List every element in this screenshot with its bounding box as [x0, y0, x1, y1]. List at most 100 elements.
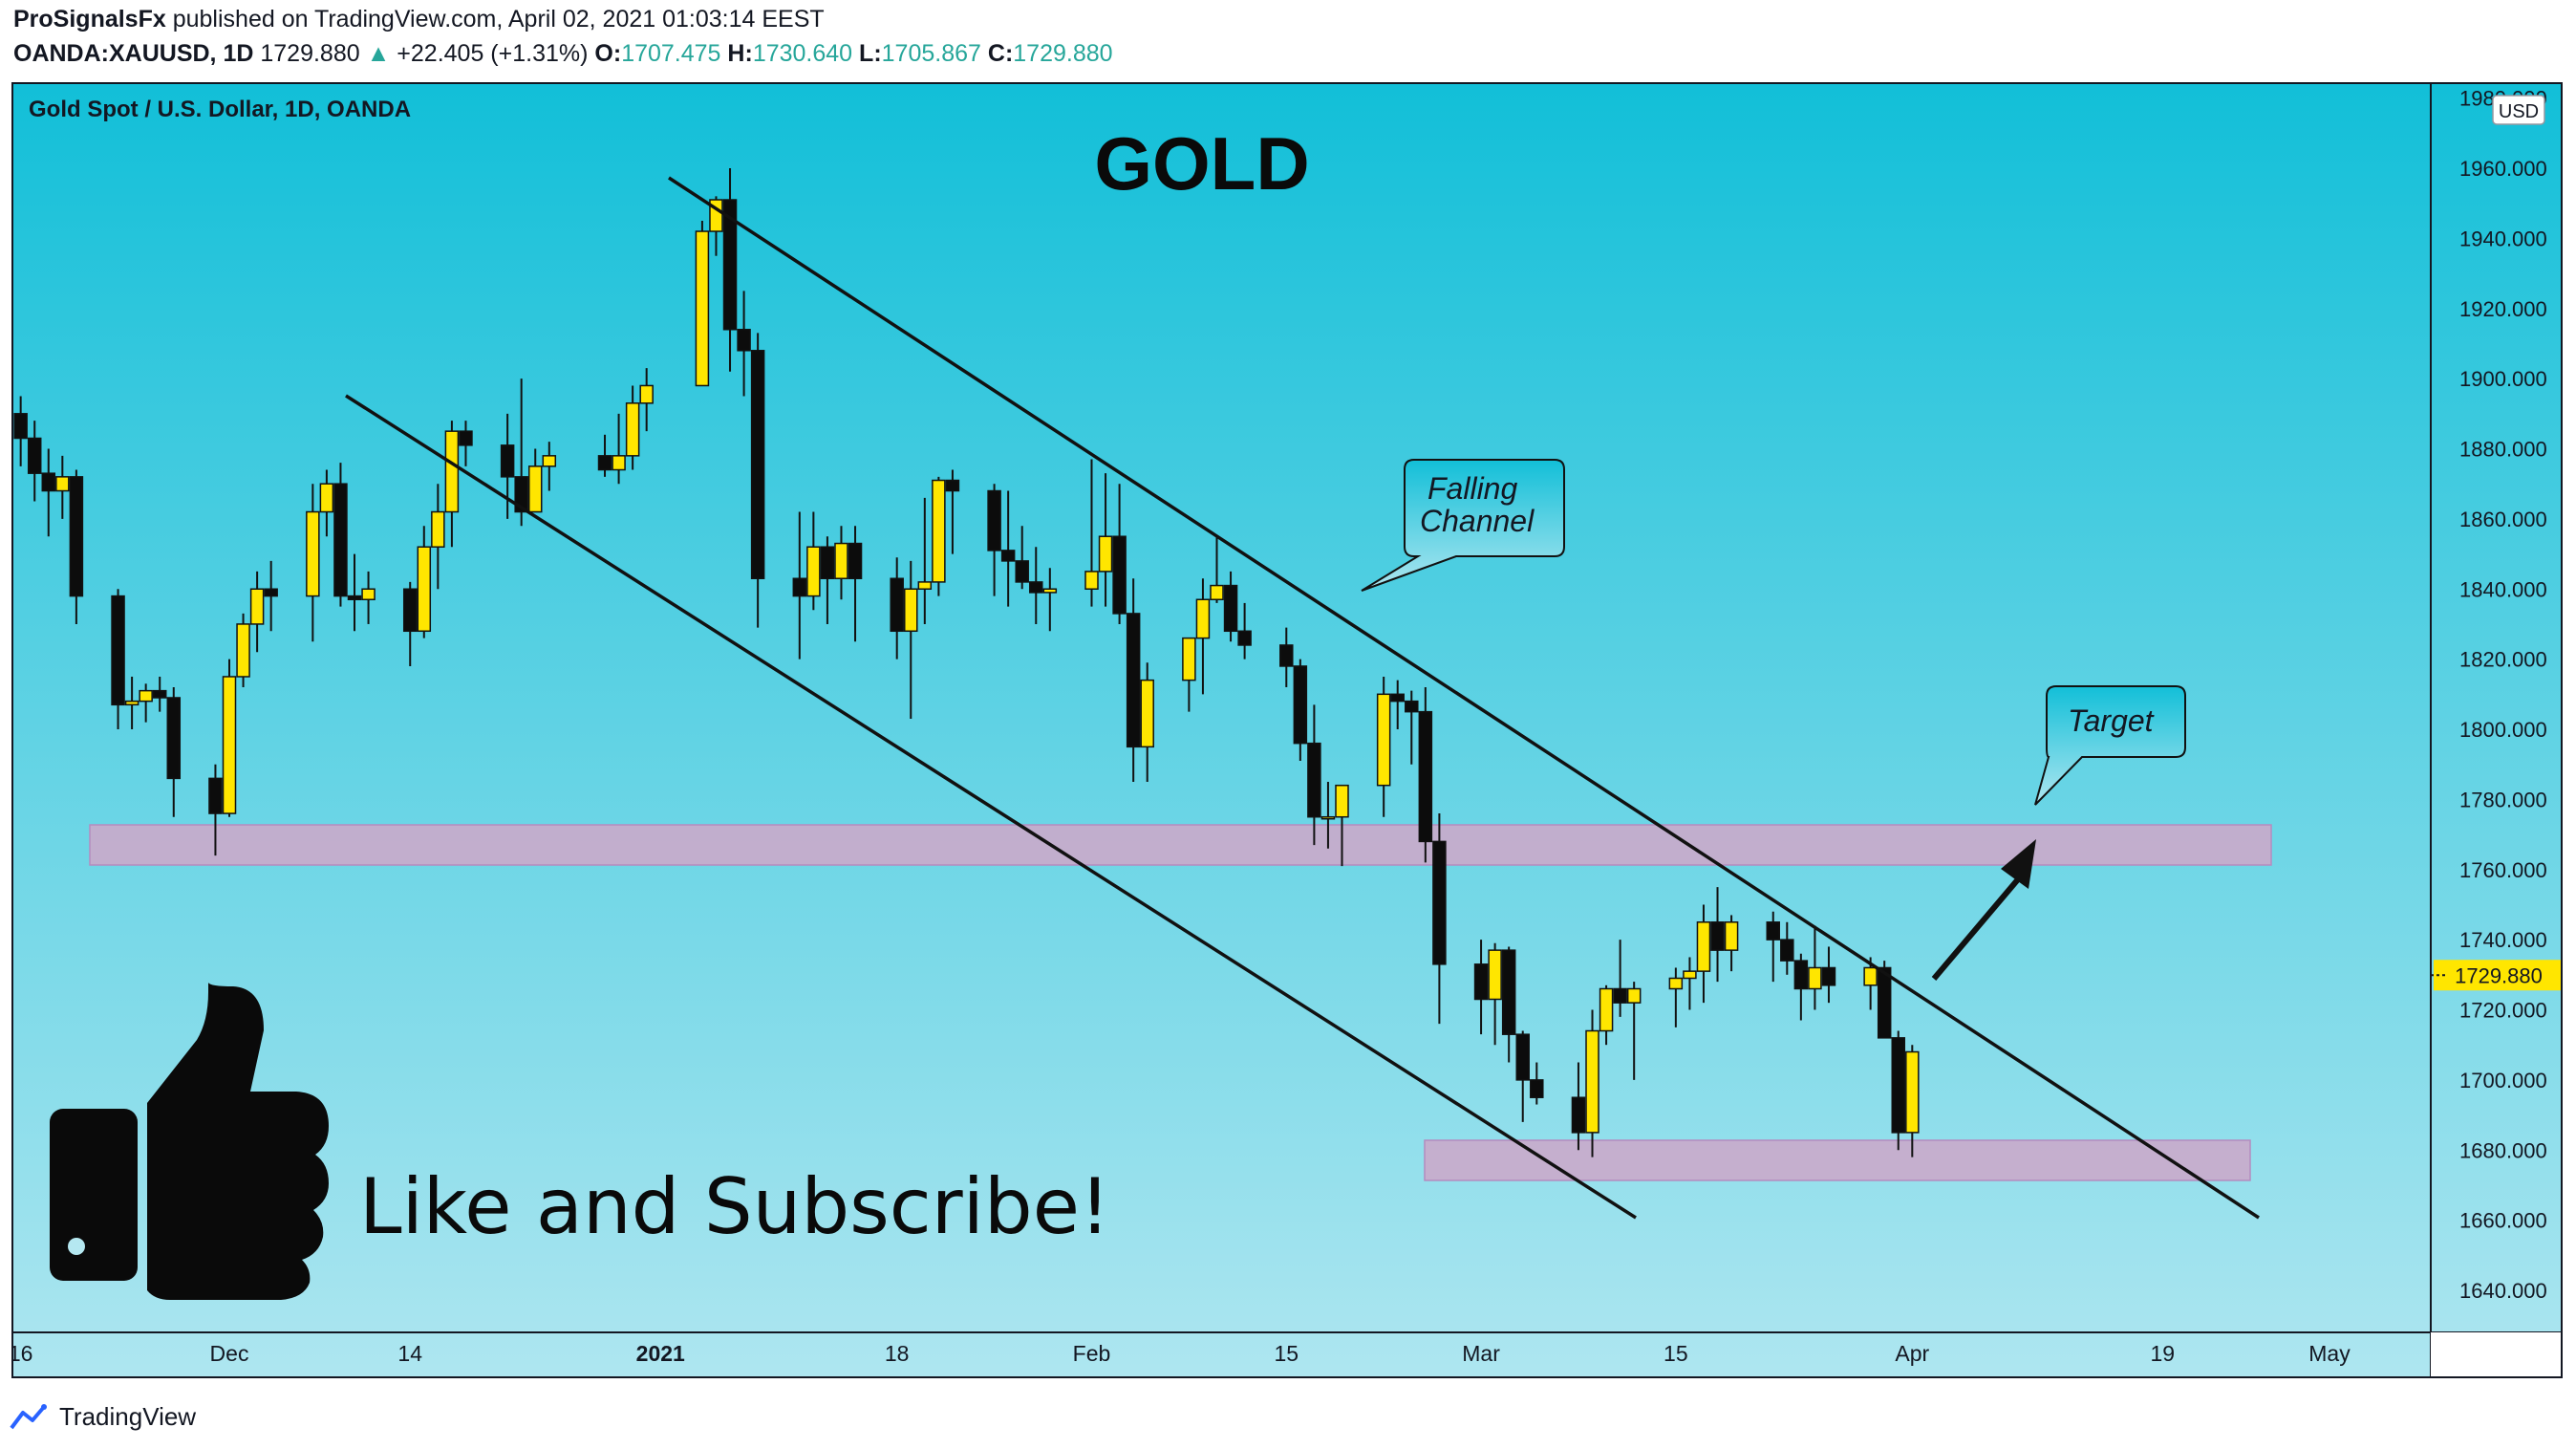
- candle[interactable]: [444, 421, 460, 548]
- candle[interactable]: [1418, 686, 1433, 863]
- candle[interactable]: [514, 378, 528, 527]
- candle[interactable]: [69, 469, 84, 624]
- candle[interactable]: [625, 385, 640, 470]
- candle[interactable]: [1293, 659, 1308, 762]
- candle[interactable]: [152, 676, 167, 712]
- candle[interactable]: [792, 511, 807, 660]
- candle[interactable]: [1905, 1045, 1920, 1157]
- chart-frame[interactable]: Falling Channel Target GOLD Gold Spot / U…: [11, 82, 2563, 1378]
- candle[interactable]: [208, 764, 223, 856]
- candle[interactable]: [1473, 940, 1489, 1035]
- candle[interactable]: [1210, 536, 1224, 603]
- candle[interactable]: [27, 421, 42, 502]
- candle[interactable]: [124, 676, 140, 729]
- candle[interactable]: [319, 469, 334, 537]
- candle[interactable]: [597, 434, 612, 477]
- price-axis[interactable]: 1980.0001960.0001940.0001920.0001900.000…: [2459, 87, 2547, 1303]
- candle[interactable]: [542, 442, 557, 491]
- candle[interactable]: [459, 421, 473, 466]
- candle[interactable]: [1683, 957, 1697, 1010]
- candle[interactable]: [1585, 1009, 1599, 1157]
- candle[interactable]: [1015, 526, 1029, 590]
- tradingview-logo-icon[interactable]: [10, 1403, 52, 1430]
- author-name[interactable]: ProSignalsFx: [13, 6, 166, 32]
- candle[interactable]: [249, 571, 265, 653]
- channel-lower-line[interactable]: [345, 394, 1637, 1220]
- support-zone[interactable]: [1424, 1139, 2251, 1181]
- candle[interactable]: [945, 469, 960, 554]
- candle[interactable]: [402, 581, 418, 666]
- candle[interactable]: [1182, 637, 1196, 712]
- candle[interactable]: [737, 291, 751, 397]
- candle[interactable]: [1279, 627, 1294, 687]
- candle[interactable]: [1821, 946, 1836, 1004]
- candle[interactable]: [1696, 904, 1711, 1004]
- candle[interactable]: [1808, 925, 1822, 1010]
- candle[interactable]: [639, 368, 654, 432]
- candle[interactable]: [1710, 887, 1725, 983]
- candle[interactable]: [1112, 484, 1127, 624]
- candle[interactable]: [361, 571, 376, 624]
- candle[interactable]: [1571, 1062, 1586, 1151]
- candle[interactable]: [41, 448, 56, 537]
- candle[interactable]: [236, 613, 250, 687]
- candle[interactable]: [1223, 571, 1238, 642]
- candle[interactable]: [166, 686, 182, 817]
- currency-badge[interactable]: USD: [2492, 95, 2545, 125]
- candle[interactable]: [500, 413, 515, 519]
- candle[interactable]: [1390, 680, 1405, 729]
- candle[interactable]: [917, 497, 933, 624]
- resistance-zone[interactable]: [89, 824, 2272, 866]
- chart-svg[interactable]: Falling Channel Target GOLD Gold Spot / U…: [13, 84, 2561, 1376]
- candle[interactable]: [333, 463, 348, 607]
- candle[interactable]: [750, 333, 765, 628]
- candle[interactable]: [1307, 704, 1321, 846]
- candle[interactable]: [1501, 946, 1516, 1063]
- candle[interactable]: [1780, 921, 1794, 975]
- candle[interactable]: [722, 168, 738, 372]
- candle[interactable]: [306, 484, 320, 642]
- candle[interactable]: [1891, 1030, 1906, 1151]
- candle[interactable]: [1237, 602, 1252, 660]
- channel-upper-line[interactable]: [668, 176, 2260, 1220]
- candle[interactable]: [1668, 967, 1684, 1027]
- candle[interactable]: [1766, 911, 1780, 983]
- candle[interactable]: [222, 659, 237, 817]
- candle[interactable]: [417, 526, 432, 638]
- candle[interactable]: [1515, 1030, 1530, 1122]
- candle[interactable]: [1320, 782, 1336, 849]
- candle[interactable]: [890, 557, 904, 660]
- candle[interactable]: [1126, 578, 1141, 783]
- candle[interactable]: [1724, 915, 1739, 972]
- candle[interactable]: [1530, 1062, 1544, 1105]
- candle[interactable]: [1626, 982, 1642, 1080]
- time-axis[interactable]: 16 Dec 14 2021 18 Feb 15 Mar 15 Apr 19 May: [13, 1341, 2351, 1366]
- candle[interactable]: [1042, 568, 1058, 632]
- candle[interactable]: [431, 484, 445, 590]
- candle[interactable]: [13, 396, 28, 466]
- candle[interactable]: [1405, 690, 1419, 765]
- candle[interactable]: [1195, 578, 1211, 695]
- candle[interactable]: [1863, 957, 1878, 1010]
- candle[interactable]: [1000, 490, 1016, 607]
- tradingview-brand[interactable]: TradingView: [59, 1401, 197, 1431]
- candle[interactable]: [1488, 942, 1502, 1046]
- candle[interactable]: [1613, 940, 1627, 1017]
- candle[interactable]: [1793, 953, 1809, 1021]
- target-callout[interactable]: Target: [2034, 685, 2186, 806]
- falling-channel-callout[interactable]: Falling Channel: [1361, 459, 1565, 592]
- candle[interactable]: [987, 484, 1001, 596]
- candle[interactable]: [834, 526, 848, 600]
- candle[interactable]: [55, 455, 70, 519]
- candle[interactable]: [1140, 662, 1154, 783]
- candle[interactable]: [1084, 459, 1099, 607]
- candle[interactable]: [612, 413, 626, 485]
- candle[interactable]: [1029, 547, 1043, 624]
- candle[interactable]: [1599, 984, 1614, 1046]
- candle[interactable]: [806, 511, 821, 611]
- candle[interactable]: [695, 221, 710, 387]
- candle[interactable]: [1376, 676, 1391, 817]
- candle[interactable]: [932, 476, 946, 596]
- candle[interactable]: [139, 683, 153, 723]
- candle[interactable]: [904, 560, 918, 719]
